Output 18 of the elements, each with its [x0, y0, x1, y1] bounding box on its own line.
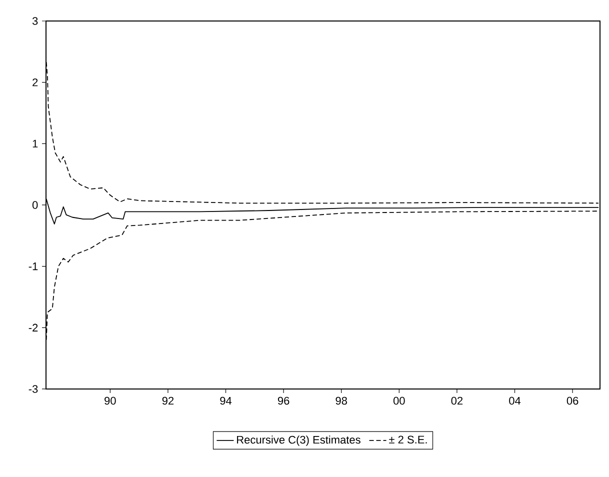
x-tick-label: 02 [451, 396, 463, 405]
x-tick-label: 92 [162, 396, 174, 405]
x-tick-label: 94 [220, 396, 232, 405]
y-tick-label: 2 [32, 78, 38, 86]
y-tick-label: 0 [32, 201, 38, 209]
y-tick-label: -1 [28, 262, 38, 270]
legend-label: Recursive C(3) Estimates [237, 436, 360, 446]
legend-label: ± 2 S.E. [389, 436, 427, 444]
x-tick-label: 00 [393, 396, 405, 405]
x-tick-label: 98 [336, 396, 347, 405]
y-tick-label: -3 [28, 385, 38, 393]
x-tick-label: 90 [104, 396, 116, 405]
x-tick-label: 96 [278, 396, 290, 405]
x-tick-label: 06 [566, 396, 578, 405]
y-tick-label: -2 [28, 324, 38, 332]
x-tick-label: 04 [509, 396, 521, 405]
y-tick-label: 3 [32, 17, 38, 25]
y-tick-label: 1 [32, 140, 38, 148]
